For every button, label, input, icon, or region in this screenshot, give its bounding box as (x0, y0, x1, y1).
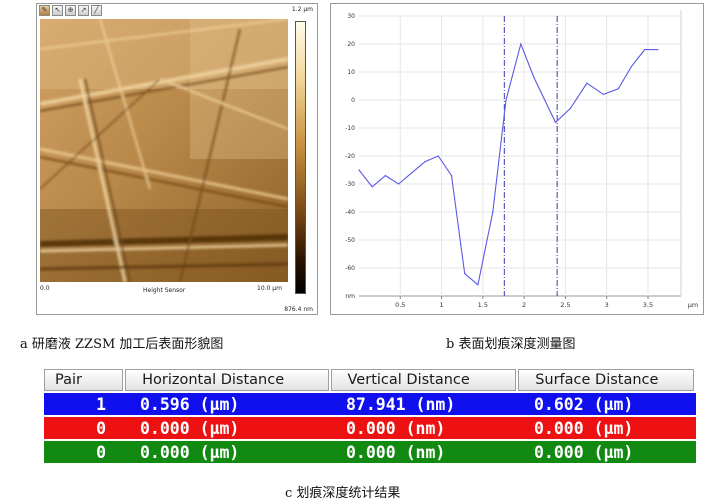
cell-horizontal-distance: 0.000 (µm) (140, 418, 240, 438)
caption-a: a 研磨液 ZZSM 加工后表面形貌图 (20, 337, 224, 352)
cursor-tool-icon[interactable]: ↖ (52, 5, 63, 16)
cell-pair: 0 (96, 418, 106, 438)
profile-point (450, 175, 453, 177)
profile-panel: 30 20 10 0 -10 -20 -30 -40 -50 -60 nm 0.5 1 1.5 2 2.5 3 3… (330, 3, 704, 315)
profile-series-line (358, 42, 658, 286)
cell-surface-distance: 0.602 (µm) (534, 394, 634, 414)
y-tick-label: -20 (345, 153, 355, 160)
caption-c: c 划痕深度统计结果 (285, 486, 401, 501)
profile-point (464, 273, 466, 275)
measure-tool-icon[interactable]: ↗ (78, 5, 89, 16)
profile-point (644, 49, 646, 51)
profile-point (554, 121, 557, 123)
table-row[interactable]: 1 0.596 (µm) 87.941 (nm) 0.602 (µm) (44, 393, 696, 415)
afm-height-image (40, 19, 288, 282)
profile-point (617, 88, 619, 90)
y-tick-label: 20 (347, 41, 355, 48)
pencil-tool-icon[interactable]: ✎ (39, 5, 50, 16)
profile-point (520, 43, 522, 45)
profile-point (657, 49, 659, 51)
profile-point (630, 65, 633, 67)
measurement-table: Pair Horizontal Distance Vertical Distan… (44, 369, 696, 465)
zoom-tool-icon[interactable]: ⊕ (65, 5, 76, 16)
x-tick-label: 0.5 (395, 301, 405, 309)
x-tick-label: 1 (439, 301, 443, 309)
cell-horizontal-distance: 0.000 (µm) (140, 442, 240, 462)
x-axis-label: Height Sensor (143, 287, 186, 294)
y-tick-label: -60 (345, 265, 355, 272)
profile-point (411, 172, 413, 174)
y-tick-label: -30 (345, 181, 355, 188)
line-tool-icon[interactable]: ╱ (91, 5, 102, 16)
x-unit-label: µm (688, 301, 698, 309)
x-tick-label: 1.5 (478, 301, 488, 309)
cell-vertical-distance: 0.000 (nm) (346, 418, 446, 438)
profile-point (424, 161, 426, 163)
y-tick-label: -40 (345, 209, 355, 216)
profile-point (602, 93, 604, 95)
x-start-label: 0.0 (40, 285, 50, 292)
profile-point (492, 211, 494, 213)
profile-chart: 30 20 10 0 -10 -20 -30 -40 -50 -60 nm 0.5 1 1.5 2 2.5 3 3… (345, 10, 698, 309)
table-row[interactable]: 0 0.000 (µm) 0.000 (nm) 0.000 (µm) (44, 417, 696, 439)
x-tick-label: 3.5 (643, 301, 653, 309)
cell-surface-distance: 0.000 (µm) (534, 442, 634, 462)
table-row[interactable]: 0 0.000 (µm) 0.000 (nm) 0.000 (µm) (44, 441, 696, 463)
y-tick-label: 30 (347, 13, 355, 20)
profile-point (437, 155, 439, 157)
height-color-scale (295, 21, 306, 294)
y-tick-label: -50 (345, 237, 355, 244)
scale-top-label: 1.2 µm (291, 6, 313, 13)
x-tick-label: 2 (522, 301, 526, 309)
profile-point (477, 284, 479, 286)
scale-bottom-label: 876.4 nm (284, 306, 313, 313)
x-end-label: 10.0 µm (257, 285, 282, 292)
header-pair[interactable]: Pair (44, 369, 124, 391)
profile-point (384, 175, 387, 177)
header-surface-distance[interactable]: Surface Distance (518, 369, 694, 391)
x-tick-label: 3 (605, 301, 609, 309)
y-tick-label: 0 (351, 97, 355, 104)
afm-toolbar: ✎ ↖ ⊕ ↗ ╱ (39, 5, 102, 19)
cell-pair: 0 (96, 442, 106, 462)
y-tick-label: -10 (345, 125, 355, 132)
profile-point (398, 183, 400, 185)
y-unit-label: nm (345, 293, 355, 300)
x-tick-label: 2.5 (560, 301, 570, 309)
profile-point (371, 186, 373, 188)
cell-surface-distance: 0.000 (µm) (534, 418, 634, 438)
caption-b: b 表面划痕深度测量图 (446, 337, 576, 352)
profile-point (586, 82, 588, 84)
profile-point (533, 77, 535, 79)
profile-point (569, 107, 571, 109)
header-vertical-distance[interactable]: Vertical Distance (330, 369, 517, 391)
cell-vertical-distance: 87.941 (nm) (346, 394, 456, 414)
cell-pair: 1 (96, 394, 106, 414)
cell-vertical-distance: 0.000 (nm) (346, 442, 446, 462)
table-header-row: Pair Horizontal Distance Vertical Distan… (44, 369, 696, 391)
cell-horizontal-distance: 0.596 (µm) (140, 394, 240, 414)
y-tick-label: 10 (347, 69, 355, 76)
profile-point (358, 169, 360, 171)
profile-point (505, 99, 507, 101)
afm-image-panel: ✎ ↖ ⊕ ↗ ╱ (36, 3, 318, 315)
header-horizontal-distance[interactable]: Horizontal Distance (125, 369, 329, 391)
